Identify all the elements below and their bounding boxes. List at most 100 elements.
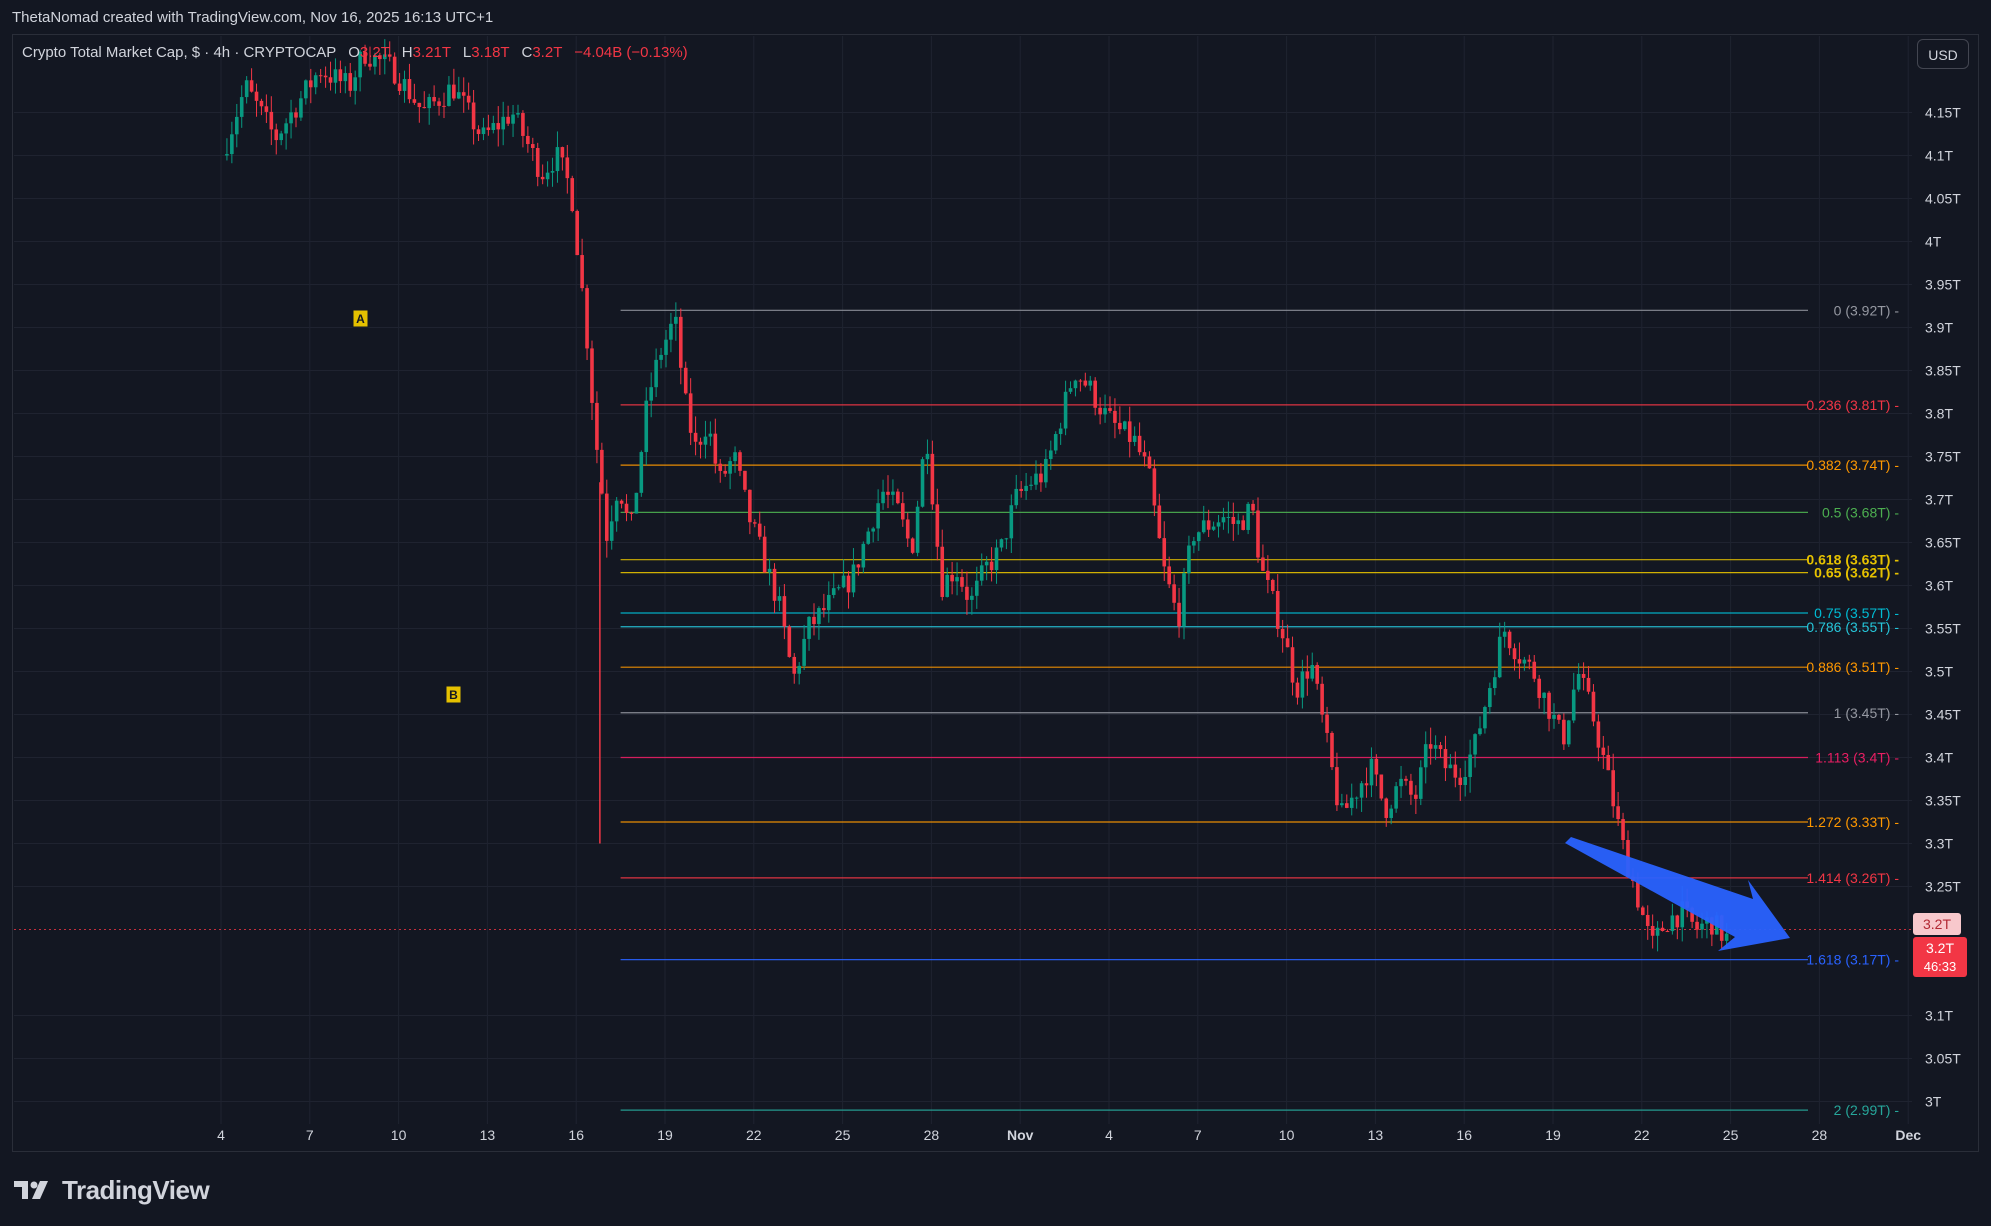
candle-body: [817, 608, 821, 625]
candle-body: [723, 470, 727, 474]
candle-body: [1621, 819, 1625, 841]
candle-body: [1251, 503, 1255, 511]
candle-body: [718, 463, 723, 471]
x-tick-label: 10: [1279, 1127, 1295, 1143]
candle-body: [614, 500, 619, 522]
candle-body: [1675, 915, 1680, 928]
candle-body: [950, 574, 954, 582]
candle-body: [1596, 721, 1601, 748]
candle-body: [1226, 516, 1231, 518]
candle-body: [649, 387, 653, 401]
y-tick-label: 4.15T: [1925, 105, 1961, 121]
candle-body: [452, 84, 456, 99]
candle-body: [1690, 907, 1694, 922]
candle-body: [407, 79, 412, 100]
candle-body: [550, 171, 555, 173]
close-label: C: [521, 44, 533, 61]
candle-body: [1142, 452, 1147, 457]
candle-body: [545, 172, 550, 180]
candle-body: [1241, 520, 1245, 530]
candle-body: [708, 433, 713, 437]
fib-level-label: 1.113 (3.4T) -: [1815, 750, 1899, 766]
y-tick-label: 4T: [1925, 234, 1942, 250]
fib-level-label: 0.5 (3.68T) -: [1822, 504, 1899, 520]
candle-body: [866, 531, 871, 544]
candle-body: [891, 491, 895, 495]
candle-body: [1557, 714, 1561, 720]
candle-body: [1039, 473, 1043, 483]
candle-body: [1695, 921, 1699, 930]
candle-body: [590, 348, 594, 403]
candle-body: [1014, 488, 1019, 506]
candle-body: [1187, 545, 1191, 574]
candle-body: [654, 359, 658, 388]
candle-body: [442, 105, 446, 107]
candle-body: [1517, 659, 1522, 664]
candle-body: [1433, 745, 1438, 749]
candle-body: [1349, 797, 1354, 808]
candle-body: [1389, 808, 1393, 818]
candle-body: [1581, 673, 1586, 678]
y-tick-label: 4.05T: [1925, 191, 1961, 207]
candle-body: [382, 54, 387, 60]
candle-body: [1645, 914, 1650, 926]
candle-body: [1636, 880, 1640, 908]
candle-body: [777, 596, 782, 601]
candle-body: [896, 491, 900, 504]
candle-body: [1088, 380, 1093, 386]
candle-body: [846, 575, 851, 593]
candle-body: [669, 323, 673, 340]
candle-body: [1369, 758, 1374, 786]
high-label: H: [401, 44, 413, 61]
candle-body: [486, 127, 491, 131]
candle-body: [1724, 933, 1729, 941]
candle-body: [1340, 803, 1344, 806]
x-tick-label: 22: [746, 1127, 762, 1143]
candle-body: [535, 148, 540, 177]
candle-body: [506, 116, 510, 124]
ohlc-legend: Crypto Total Market Cap, $ · 4h · CRYPTO…: [22, 44, 688, 61]
candle-body: [1670, 915, 1675, 932]
point-marker-a: [352, 309, 369, 328]
candle-body: [1211, 526, 1216, 530]
candle-body: [1137, 435, 1142, 453]
candle-body: [1344, 803, 1349, 808]
candle-body: [1547, 692, 1551, 719]
candle-body: [871, 528, 875, 532]
candle-body: [526, 135, 530, 145]
candle-body: [994, 547, 999, 571]
candle-body: [1290, 647, 1295, 683]
y-tick-label: 3.35T: [1925, 793, 1961, 809]
fib-level-label: 0.786 (3.55T) -: [1806, 619, 1899, 635]
candle-body: [1009, 505, 1014, 539]
candle-body: [886, 491, 890, 495]
candle-body: [935, 504, 940, 547]
currency-button[interactable]: USD: [1917, 39, 1969, 69]
y-tick-label: 3.65T: [1925, 535, 1961, 551]
candle-body: [881, 491, 885, 504]
candle-body: [1453, 764, 1458, 778]
y-tick-label: 3.85T: [1925, 363, 1961, 379]
candle-body: [733, 452, 737, 462]
candle-body: [1019, 488, 1023, 492]
candle-body: [432, 97, 436, 102]
candle-body: [1611, 770, 1615, 807]
candle-body: [1093, 380, 1097, 408]
candle-body: [925, 453, 930, 460]
candle-body: [624, 503, 629, 513]
x-tick-label: 22: [1634, 1127, 1650, 1143]
candle-body: [1103, 408, 1107, 415]
candle-body: [476, 129, 481, 135]
candle-body: [1172, 584, 1176, 603]
point-label-b: B: [449, 688, 458, 702]
candle-body: [1660, 927, 1665, 932]
symbol-title[interactable]: Crypto Total Market Cap, $ · 4h · CRYPTO…: [22, 44, 337, 61]
candle-body: [417, 102, 422, 108]
candle-body: [1315, 665, 1319, 684]
x-tick-label: 16: [568, 1127, 584, 1143]
candle-body: [466, 95, 471, 103]
x-tick-label: 25: [1723, 1127, 1739, 1143]
candle-body: [1379, 774, 1384, 799]
candle-body: [920, 459, 925, 507]
